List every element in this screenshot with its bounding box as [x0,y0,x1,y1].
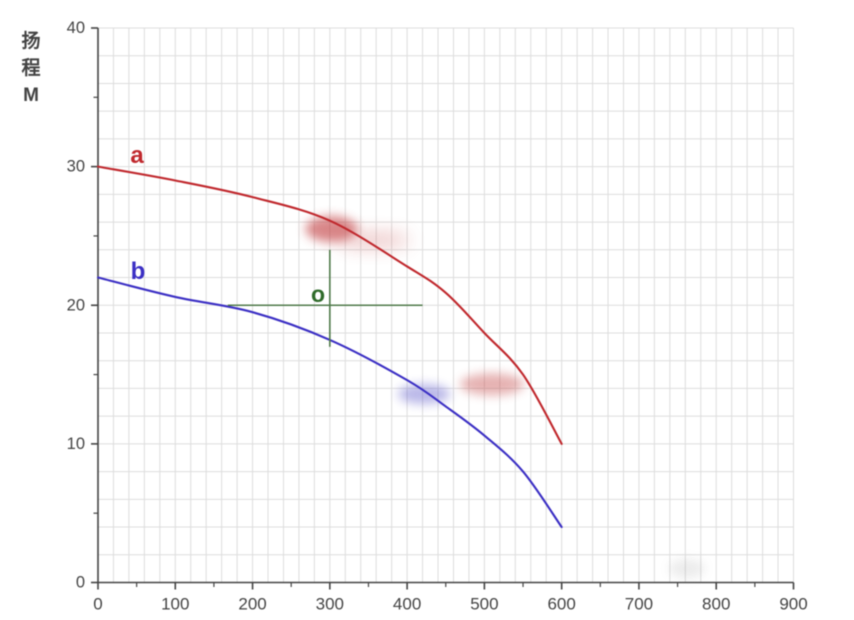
svg-text:100: 100 [161,595,189,614]
svg-text:600: 600 [547,595,575,614]
svg-text:400: 400 [393,595,421,614]
svg-text:0: 0 [93,595,102,614]
svg-text:700: 700 [625,595,653,614]
svg-text:o: o [311,281,325,307]
svg-text:10: 10 [67,435,85,453]
svg-text:900: 900 [779,595,807,614]
svg-text:300: 300 [316,595,344,614]
svg-text:200: 200 [238,595,266,614]
svg-text:a: a [130,142,144,169]
svg-text:800: 800 [702,595,730,614]
svg-text:500: 500 [470,595,498,614]
svg-text:0: 0 [76,574,85,592]
svg-text:b: b [131,258,146,285]
svg-text:30: 30 [67,158,85,176]
svg-text:20: 20 [67,296,85,314]
svg-text:40: 40 [67,19,85,37]
